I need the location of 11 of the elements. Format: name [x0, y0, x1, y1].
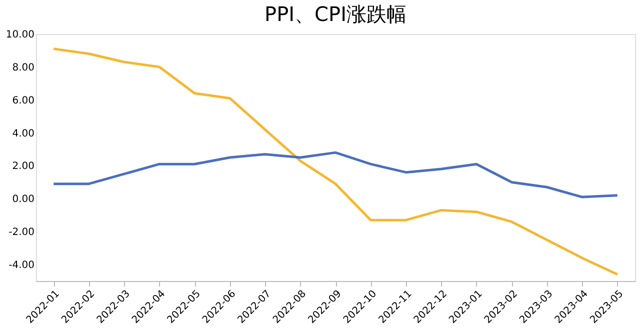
y-tick-label: 2.00 — [12, 161, 34, 172]
y-tick-label: 8.00 — [12, 62, 34, 74]
y-tick-label: -2.00 — [8, 227, 34, 238]
y-tick-label: 6.00 — [12, 95, 34, 106]
y-tick-label: 0.00 — [12, 194, 34, 206]
chart-title: PPI、CPI涨跌幅 — [264, 2, 406, 26]
line-series — [52, 151, 619, 198]
y-tick-label: 4.00 — [12, 128, 34, 140]
y-tick-label: -4.00 — [8, 260, 34, 272]
y-tick-label: 10.00 — [6, 30, 34, 40]
line-series — [52, 48, 619, 276]
